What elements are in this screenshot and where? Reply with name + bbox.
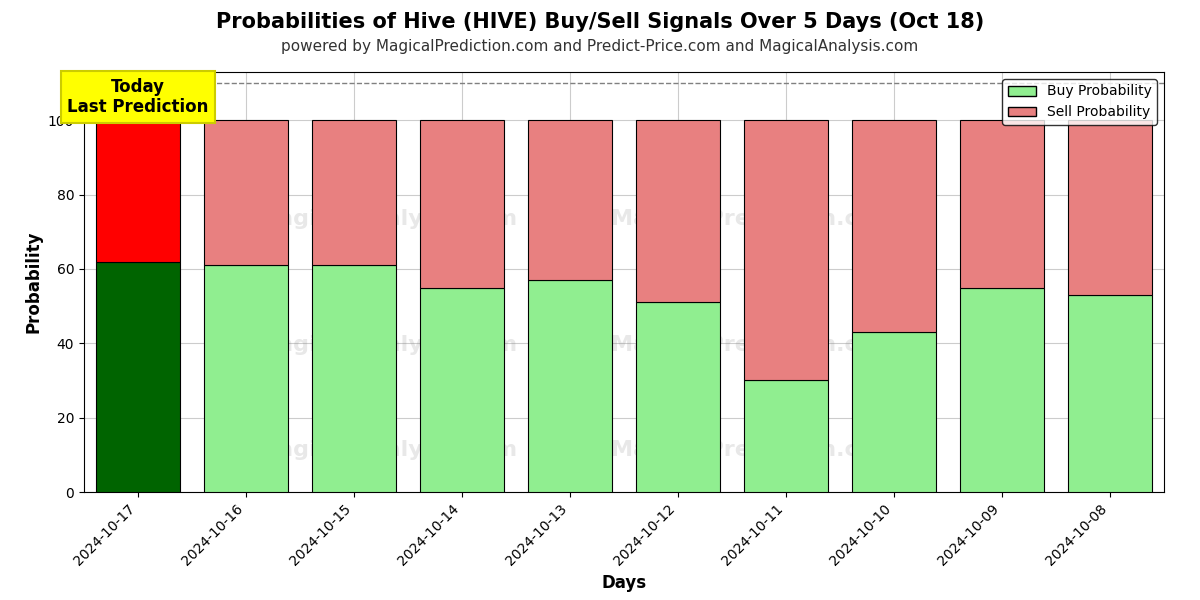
Bar	[852, 332, 936, 492]
Bar	[852, 121, 936, 332]
Text: MagicalPrediction.com: MagicalPrediction.com	[611, 209, 896, 229]
Bar	[420, 121, 504, 287]
Text: Today
Last Prediction: Today Last Prediction	[67, 77, 209, 116]
Bar	[744, 121, 828, 380]
Bar	[96, 262, 180, 492]
Text: MagicalPrediction.com: MagicalPrediction.com	[611, 335, 896, 355]
Bar	[312, 121, 396, 265]
Bar	[636, 121, 720, 302]
Bar	[744, 380, 828, 492]
Text: powered by MagicalPrediction.com and Predict-Price.com and MagicalAnalysis.com: powered by MagicalPrediction.com and Pre…	[281, 39, 919, 54]
Bar	[960, 121, 1044, 287]
Bar	[636, 302, 720, 492]
Bar	[204, 121, 288, 265]
Bar	[1068, 295, 1152, 492]
Bar	[960, 287, 1044, 492]
Text: MagicalAnalysis.com: MagicalAnalysis.com	[256, 209, 517, 229]
Bar	[312, 265, 396, 492]
X-axis label: Days: Days	[601, 574, 647, 592]
Bar	[96, 121, 180, 262]
Text: MagicalPrediction.com: MagicalPrediction.com	[611, 440, 896, 460]
Text: MagicalAnalysis.com: MagicalAnalysis.com	[256, 335, 517, 355]
Bar	[528, 280, 612, 492]
Bar	[528, 121, 612, 280]
Text: MagicalAnalysis.com: MagicalAnalysis.com	[256, 440, 517, 460]
Bar	[1068, 121, 1152, 295]
Text: Probabilities of Hive (HIVE) Buy/Sell Signals Over 5 Days (Oct 18): Probabilities of Hive (HIVE) Buy/Sell Si…	[216, 12, 984, 32]
Legend: Buy Probability, Sell Probability: Buy Probability, Sell Probability	[1002, 79, 1157, 125]
Bar	[420, 287, 504, 492]
Y-axis label: Probability: Probability	[24, 231, 42, 333]
Bar	[204, 265, 288, 492]
